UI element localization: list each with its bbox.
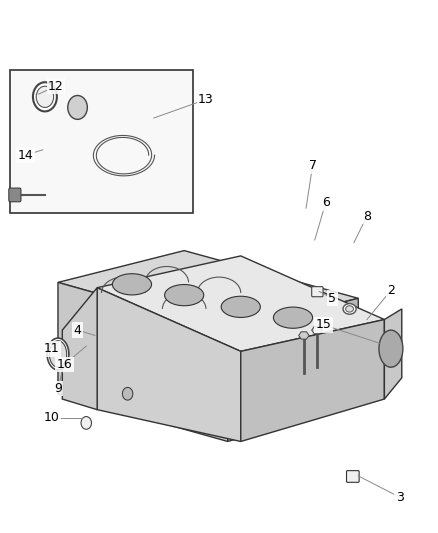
Ellipse shape [221,296,260,318]
Text: 5: 5 [328,292,336,305]
Text: 9: 9 [54,382,62,395]
Ellipse shape [33,82,57,111]
FancyBboxPatch shape [346,471,359,482]
Polygon shape [241,319,385,441]
Polygon shape [228,298,358,441]
Text: 12: 12 [48,80,64,93]
Text: 8: 8 [363,209,371,223]
Ellipse shape [165,285,204,306]
Text: 3: 3 [396,491,403,504]
Text: 13: 13 [198,93,214,106]
Text: 14: 14 [18,149,33,161]
Text: 7: 7 [309,159,317,172]
Circle shape [81,417,92,429]
Text: 6: 6 [321,196,329,209]
Polygon shape [385,309,402,399]
FancyBboxPatch shape [9,188,21,202]
Ellipse shape [273,307,313,328]
Ellipse shape [113,274,152,295]
FancyBboxPatch shape [10,70,193,214]
Text: 4: 4 [74,324,81,337]
Ellipse shape [68,95,87,119]
Polygon shape [97,256,385,351]
Ellipse shape [343,304,356,314]
Polygon shape [312,326,322,334]
Ellipse shape [379,330,403,367]
Circle shape [122,387,133,400]
Polygon shape [58,282,228,441]
Ellipse shape [47,338,69,370]
Text: 2: 2 [387,284,395,297]
Polygon shape [299,332,309,339]
Polygon shape [97,288,241,441]
FancyBboxPatch shape [312,287,323,297]
Ellipse shape [36,86,53,108]
Text: 15: 15 [315,318,332,332]
Polygon shape [62,288,97,410]
Ellipse shape [346,306,353,312]
Text: 16: 16 [57,358,72,371]
Ellipse shape [49,341,67,367]
Text: 11: 11 [43,342,59,355]
Text: 10: 10 [43,411,60,424]
Polygon shape [58,251,358,330]
